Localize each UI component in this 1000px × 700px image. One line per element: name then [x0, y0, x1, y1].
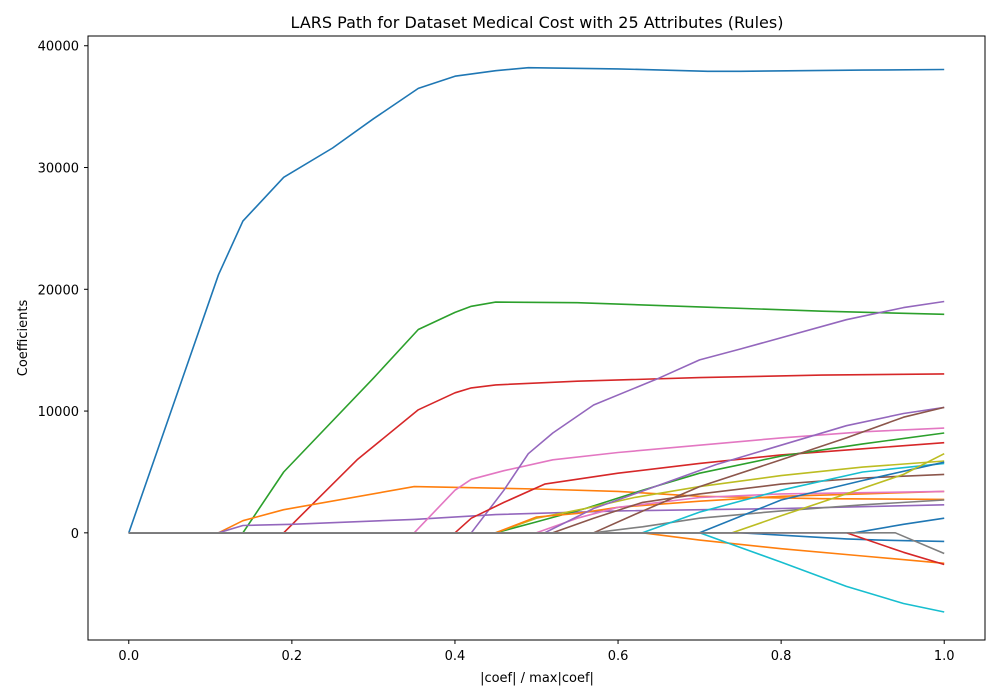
x-tick-label: 0.6 — [608, 649, 629, 664]
x-tick-label: 1.0 — [934, 649, 955, 664]
x-axis: 0.0 0.2 0.4 0.6 0.8 1.0 — [118, 640, 955, 664]
x-tick-label: 0.8 — [771, 649, 792, 664]
x-tick-label: 0.0 — [118, 649, 139, 664]
plot-area — [128, 66, 945, 613]
y-tick-label: 20000 — [38, 283, 79, 298]
y-tick-label: 10000 — [38, 405, 79, 420]
y-axis-label: Coefficients — [16, 300, 31, 377]
series-line-9 — [128, 432, 945, 534]
series-line-3 — [128, 373, 945, 534]
x-tick-label: 0.4 — [445, 649, 466, 664]
series-line-2 — [128, 301, 945, 534]
series-line-8 — [128, 441, 945, 534]
series-line-15 — [128, 406, 945, 534]
series-line-14 — [128, 406, 945, 534]
x-tick-label: 0.2 — [282, 649, 303, 664]
x-axis-label: |coef| / max|coef| — [480, 671, 594, 686]
y-axis: 0 10000 20000 30000 40000 — [38, 40, 88, 542]
y-tick-label: 0 — [71, 527, 79, 542]
series-line-25 — [128, 531, 945, 555]
series-line-6 — [128, 427, 945, 534]
axes-frame — [87, 35, 986, 641]
y-tick-label: 40000 — [38, 40, 79, 55]
series-line-7 — [128, 300, 945, 534]
y-tick-label: 30000 — [38, 162, 79, 177]
series-line-1 — [128, 66, 945, 534]
series-line-5 — [128, 504, 945, 534]
chart-title: LARS Path for Dataset Medical Cost with … — [291, 13, 784, 32]
